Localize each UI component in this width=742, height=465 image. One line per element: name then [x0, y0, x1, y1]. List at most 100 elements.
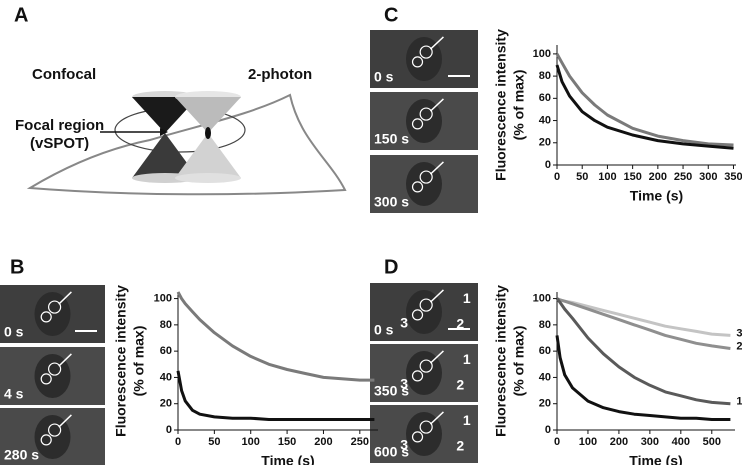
time-label: 600 s [374, 444, 409, 460]
series-label: 1 [736, 396, 742, 408]
arrow [58, 291, 72, 305]
y-tick-label: 40 [539, 114, 551, 126]
x-tick-label: 300 [641, 436, 659, 448]
x-tick-label: 100 [579, 436, 597, 448]
nucleus [406, 37, 442, 81]
time-label: 300 s [374, 194, 409, 210]
y-tick-label: 20 [160, 398, 172, 410]
x-tick-label: 250 [351, 436, 369, 448]
y-axis-title: Fluorescence intensity [493, 285, 509, 437]
nucleus [406, 351, 442, 395]
spot [419, 359, 433, 373]
spot [411, 118, 424, 130]
arrow [429, 350, 444, 364]
x-tick-label: 0 [554, 436, 560, 448]
panel-label: A [14, 4, 28, 26]
y-axis-title: (% of max) [131, 326, 147, 397]
y-axis-title: (% of max) [511, 70, 527, 141]
nucleus [406, 290, 442, 334]
spot [419, 107, 433, 121]
x-tick-label: 0 [175, 436, 181, 448]
time-label: 350 s [374, 383, 409, 399]
arrow [429, 161, 444, 175]
time-label: 0 s [374, 69, 394, 85]
spot [419, 45, 433, 59]
spot [47, 423, 62, 437]
y-tick-label: 60 [539, 92, 551, 104]
y-tick-label: 80 [160, 319, 172, 331]
spot [419, 170, 433, 184]
spot [47, 300, 62, 314]
x-tick-label: 100 [598, 171, 616, 183]
x-tick-label: 300 [699, 171, 717, 183]
diagram-label: (vSPOT) [30, 135, 89, 152]
series-line [556, 297, 731, 350]
spot [411, 181, 424, 193]
arrow [429, 98, 444, 112]
spot [40, 373, 52, 385]
nucleus [34, 354, 71, 398]
y-axis-title: (% of max) [511, 326, 527, 397]
panel-label: D [384, 256, 398, 278]
x-axis-title: Time (s) [630, 188, 683, 204]
spot [40, 311, 52, 323]
x-tick-label: 250 [674, 171, 692, 183]
x-tick-label: 50 [576, 171, 588, 183]
y-tick-label: 0 [166, 424, 172, 436]
series-line [555, 64, 734, 150]
series-line [176, 370, 375, 421]
x-tick-label: 200 [649, 171, 667, 183]
nucleus [34, 292, 71, 336]
x-tick-label: 0 [554, 171, 560, 183]
series-label: 2 [736, 340, 742, 352]
y-tick-label: 0 [545, 424, 551, 436]
series-line [176, 291, 375, 382]
arrow [58, 414, 72, 428]
y-tick-label: 80 [539, 70, 551, 82]
spot [40, 434, 52, 446]
time-label: 4 s [4, 386, 24, 402]
x-axis-title: Time (s) [629, 453, 682, 465]
x-tick-label: 50 [208, 436, 220, 448]
y-tick-label: 60 [539, 345, 551, 357]
x-tick-label: 150 [623, 171, 641, 183]
diagram-label: Confocal [32, 66, 96, 83]
x-tick-label: 350 [724, 171, 742, 183]
time-label: 0 s [4, 324, 24, 340]
y-tick-label: 0 [545, 159, 551, 171]
y-tick-label: 100 [154, 292, 172, 304]
y-tick-label: 60 [160, 345, 172, 357]
arrow [429, 289, 444, 303]
nucleus [34, 415, 71, 459]
time-label: 150 s [374, 131, 409, 147]
spot [411, 309, 424, 321]
panel-label: B [10, 256, 24, 278]
spot-label: 2 [456, 315, 464, 331]
arrow [429, 411, 444, 425]
spot-label: 1 [463, 412, 471, 428]
time-label: 0 s [374, 322, 394, 338]
y-tick-label: 100 [533, 292, 551, 304]
y-axis-title: Fluorescence intensity [113, 285, 129, 437]
spot [411, 56, 424, 68]
y-tick-label: 80 [539, 319, 551, 331]
arrow [58, 353, 72, 367]
spot-label: 2 [456, 376, 464, 392]
x-tick-label: 200 [610, 436, 628, 448]
y-tick-label: 40 [539, 371, 551, 383]
arrow [429, 36, 444, 50]
x-tick-label: 500 [703, 436, 721, 448]
spot-label: 3 [400, 375, 408, 391]
nucleus [406, 412, 442, 456]
series-line [555, 335, 731, 421]
spot-label: 2 [456, 437, 464, 453]
x-axis-title: Time (s) [261, 453, 314, 465]
spot [419, 298, 433, 312]
nucleus [406, 99, 442, 143]
time-label: 280 s [4, 447, 39, 463]
y-tick-label: 100 [533, 48, 551, 60]
spot [419, 420, 433, 434]
y-tick-label: 20 [539, 398, 551, 410]
diagram [26, 91, 347, 196]
x-tick-label: 400 [672, 436, 690, 448]
